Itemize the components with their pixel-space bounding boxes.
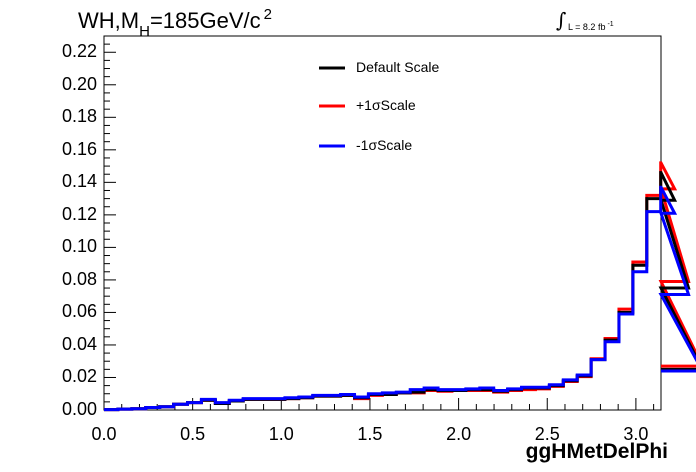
series-line-1 <box>104 161 696 412</box>
y-tick-label: 0.02 <box>61 366 97 387</box>
plot-title: WH,MH=185GeV/c 2 <box>78 6 272 40</box>
series-line-0 <box>104 171 696 412</box>
x-tick-label: 1.0 <box>268 424 294 444</box>
series-line-2 <box>104 185 696 412</box>
x-tick-label: 2.5 <box>534 424 560 444</box>
y-tick-label: 0.04 <box>61 333 97 354</box>
y-tick-label: 0.10 <box>61 236 97 257</box>
y-tick-label: 0.22 <box>61 41 97 62</box>
y-axis-ticks <box>104 35 116 411</box>
y-tick-label: 0.00 <box>61 399 97 419</box>
series-lines <box>104 161 696 412</box>
integral-symbol: ∫ <box>556 8 567 32</box>
y-tick-label: 0.14 <box>61 171 97 192</box>
x-tick-label: 1.5 <box>357 424 383 444</box>
title-superscript: 2 <box>263 6 272 23</box>
plot-frame-rect <box>103 35 662 411</box>
y-tick-label: 0.12 <box>61 203 97 224</box>
y-tick-label: 0.08 <box>61 268 97 289</box>
title-subscript: H <box>139 23 150 40</box>
plot-frame <box>103 35 662 411</box>
y-tick-label: 0.18 <box>61 106 97 127</box>
x-tick-label: 0.0 <box>91 424 117 444</box>
legend-label-default: Default Scale <box>356 59 440 75</box>
luminosity-value: L = 8.2 fb <box>568 22 606 32</box>
y-tick-label: 0.16 <box>61 138 97 159</box>
y-tick-label: 0.20 <box>61 73 97 94</box>
legend-label-minus1sigma: -1σScale <box>356 137 413 153</box>
x-tick-label: 2.0 <box>446 424 472 444</box>
x-tick-label: 3.0 <box>623 424 649 444</box>
title-rest: =185GeV/c <box>149 8 261 33</box>
luminosity-superscript: -1 <box>607 21 614 28</box>
x-tick-label: 0.5 <box>180 424 206 444</box>
luminosity-text: L = 8.2 fb -1 <box>568 21 614 32</box>
x-axis-ticks <box>103 398 655 410</box>
y-tick-label: 0.06 <box>61 301 97 322</box>
title-main: WH,M <box>78 8 140 33</box>
legend-label-plus1sigma: +1σScale <box>356 97 416 113</box>
x-axis-label: ggHMetDelPhi <box>525 440 668 463</box>
legend-swatches <box>319 66 345 148</box>
